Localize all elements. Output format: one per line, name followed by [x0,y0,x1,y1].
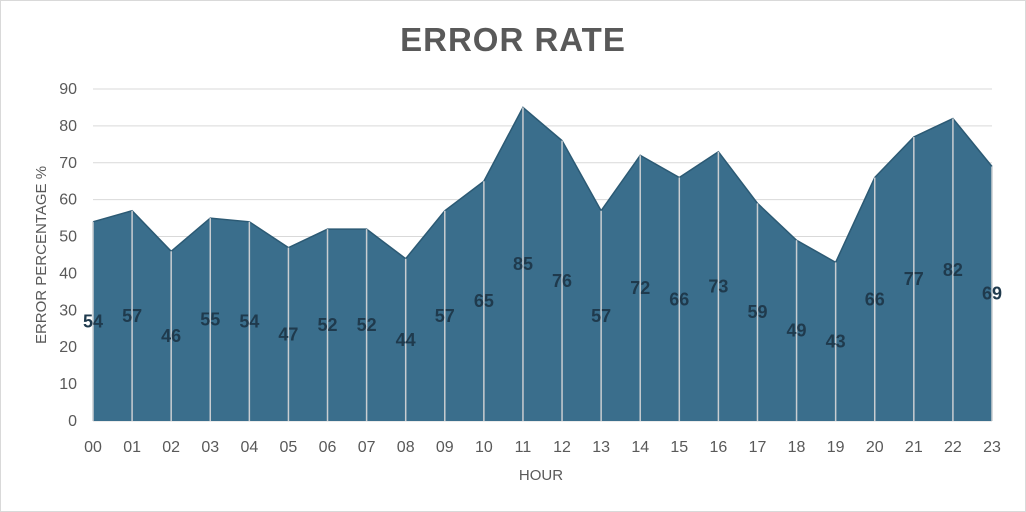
x-tick-label-20: 20 [866,439,884,456]
chart-title: ERROR RATE [400,21,626,58]
area-outline [92,106,993,264]
data-label-20: 66 [865,289,885,309]
data-label-11: 85 [513,254,533,274]
y-tick-label-40: 40 [59,265,77,282]
data-label-22: 82 [943,260,963,280]
y-tick-label-30: 30 [59,302,77,319]
x-tick-label-22: 22 [944,439,962,456]
x-tick-label-23: 23 [983,439,1001,456]
y-tick-label-70: 70 [59,155,77,172]
y-tick-label-80: 80 [59,118,77,135]
y-tick-label-0: 0 [68,413,77,430]
y-tick-label-20: 20 [59,339,77,356]
x-tick-label-00: 00 [84,439,102,456]
x-tick-label-09: 09 [436,439,454,456]
area-series [92,106,993,421]
x-tick-label-05: 05 [280,439,298,456]
data-label-23: 69 [982,284,1002,304]
data-label-13: 57 [591,306,611,326]
data-label-01: 57 [122,306,142,326]
data-label-16: 73 [708,276,728,296]
x-tick-label-02: 02 [162,439,180,456]
data-label-18: 49 [787,321,807,341]
x-tick-label-16: 16 [709,439,727,456]
x-tick-label-06: 06 [319,439,337,456]
x-tick-label-07: 07 [358,439,376,456]
x-tick-label-13: 13 [592,439,610,456]
x-tick-label-18: 18 [788,439,806,456]
x-tick-label-21: 21 [905,439,923,456]
y-axis-label: ERROR PERCENTAGE % [33,166,50,344]
x-tick-label-19: 19 [827,439,845,456]
data-label-15: 66 [669,289,689,309]
data-labels: 54 57 46 55 54 47 52 52 44 57 65 85 76 57 72 66 73 59 49 43… [83,254,1002,351]
data-label-03: 55 [200,310,220,330]
data-label-05: 47 [278,324,298,344]
x-tick-label-11: 11 [515,439,532,456]
data-label-10: 65 [474,291,494,311]
data-label-02: 46 [161,326,181,346]
data-label-21: 77 [904,269,924,289]
y-tick-label-90: 90 [59,81,77,98]
x-axis-label: HOUR [519,467,563,484]
x-tick-label-14: 14 [631,439,649,456]
data-label-09: 57 [435,306,455,326]
x-tick-label-01: 01 [123,439,141,456]
x-tick-label-10: 10 [475,439,493,456]
x-tick-label-04: 04 [240,439,258,456]
data-label-14: 72 [630,278,650,298]
y-tick-label-10: 10 [59,376,77,393]
x-axis-ticks: 00 01 02 03 04 05 06 07 08 09 10 11 12 13 14 15 16 17 18 19… [84,439,1001,456]
data-label-17: 59 [747,302,767,322]
x-tick-label-12: 12 [553,439,571,456]
data-label-12: 76 [552,271,572,291]
data-label-06: 52 [318,315,338,335]
area-fill [93,107,992,421]
x-tick-label-17: 17 [749,439,767,456]
y-tick-label-50: 50 [59,229,77,246]
data-label-08: 44 [396,330,416,350]
data-label-04: 54 [239,311,259,331]
y-axis-ticks: 0 10 20 30 40 50 60 70 80 90 [59,81,77,430]
x-tick-label-15: 15 [670,439,688,456]
data-label-19: 43 [826,332,846,352]
data-label-00: 54 [83,311,103,331]
x-tick-label-08: 08 [397,439,415,456]
y-tick-label-60: 60 [59,192,77,209]
data-label-07: 52 [357,315,377,335]
x-tick-label-03: 03 [201,439,219,456]
